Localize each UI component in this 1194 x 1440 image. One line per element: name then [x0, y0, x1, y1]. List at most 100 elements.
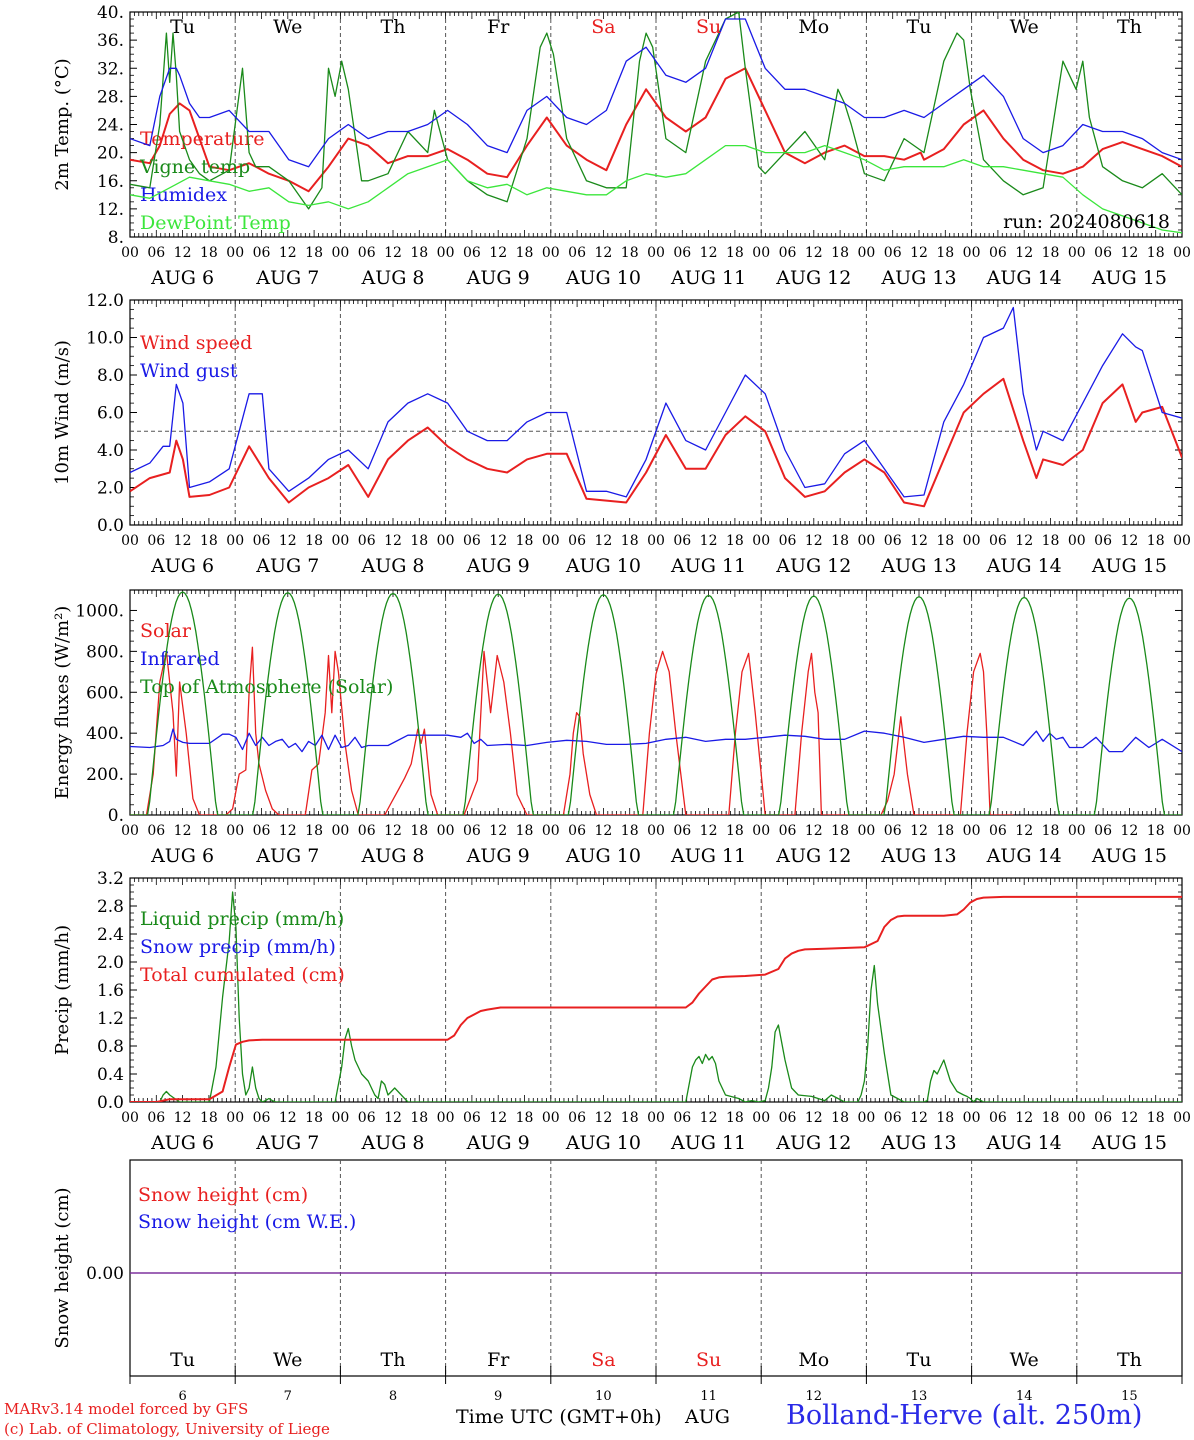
day-name: We	[1010, 16, 1039, 38]
x-hour-label: 18	[621, 533, 639, 549]
y-tick-label: 8.	[108, 228, 124, 248]
x-hour-label: 00	[121, 533, 139, 549]
x-hour-label: 06	[253, 823, 271, 839]
day-name: Sa	[591, 1349, 615, 1371]
x-hour-label: 00	[437, 245, 455, 261]
series-line-wind-gust	[130, 306, 1182, 498]
x-hour-label: 18	[1147, 245, 1165, 261]
y-tick-label: 0.0	[97, 516, 124, 536]
x-date-label: AUG 11	[670, 845, 746, 867]
x-hour-label: 06	[463, 533, 481, 549]
day-number: 12	[806, 1389, 823, 1404]
x-hour-label: 18	[621, 823, 639, 839]
x-date-label: AUG 12	[775, 1132, 851, 1154]
x-hour-label: 06	[358, 1110, 376, 1126]
x-hour-label: 18	[936, 245, 954, 261]
x-hour-label: 18	[200, 1110, 218, 1126]
x-hour-label: 06	[779, 533, 797, 549]
x-hour-label: 12	[805, 245, 823, 261]
panel-2: 0.0 2.0 4.0 6.0 8.0 10.0 12.0 10m Wind (m/s) 00 0…	[52, 291, 1191, 577]
month-label: AUG	[685, 1406, 730, 1428]
day-name: We	[273, 1349, 302, 1371]
x-date-label: AUG 12	[775, 555, 851, 577]
x-hour-label: 00	[857, 245, 875, 261]
x-hour-label: 18	[516, 245, 534, 261]
x-hour-label: 18	[410, 823, 428, 839]
x-hour-label: 00	[226, 823, 244, 839]
x-hour-label: 00	[542, 245, 560, 261]
x-hour-label: 18	[305, 533, 323, 549]
x-date-label: AUG 11	[670, 1132, 746, 1154]
x-hour-label: 06	[463, 245, 481, 261]
day-name: Th	[1117, 16, 1142, 38]
legend-solar: Solar	[140, 620, 192, 642]
x-hour-label: 12	[1120, 245, 1138, 261]
series-line-liquid-precip-mm-h-	[130, 891, 1182, 1102]
x-hour-label: 06	[358, 245, 376, 261]
x-hour-label: 18	[726, 1110, 744, 1126]
x-hour-label: 12	[910, 245, 928, 261]
x-hour-label: 18	[1147, 1110, 1165, 1126]
day-name: Su	[696, 1349, 721, 1371]
x-date-label: AUG 15	[1091, 845, 1167, 867]
y-tick-label: 40.	[97, 3, 124, 23]
y-tick-label: 2.0	[97, 479, 124, 499]
y-tick-label: 12.	[97, 200, 124, 220]
day-name: Tu	[907, 1349, 932, 1371]
y-tick-label: 10.0	[86, 329, 124, 349]
footer-model-credit: MARv3.14 model forced by GFS	[4, 1400, 249, 1418]
legend-wind-speed: Wind speed	[140, 332, 252, 354]
x-date-label: AUG 15	[1091, 555, 1167, 577]
x-hour-label: 18	[1147, 823, 1165, 839]
x-date-label: AUG 9	[466, 267, 530, 289]
legend-liquid-precip-mm-h-: Liquid precip (mm/h)	[140, 908, 344, 930]
y-tick-label: 2.4	[97, 925, 124, 945]
x-date-label: AUG 8	[360, 1132, 424, 1154]
panel-4: 0.0 0.4 0.8 1.2 1.6 2.0 2.4 2.8 3.2 Precip (mm/h)…	[52, 869, 1191, 1154]
x-hour-label: 12	[1015, 1110, 1033, 1126]
x-date-label: AUG 10	[565, 845, 641, 867]
x-hour-label: 00	[331, 245, 349, 261]
x-hour-label: 12	[1120, 1110, 1138, 1126]
x-hour-label: 00	[963, 533, 981, 549]
x-hour-label: 18	[410, 533, 428, 549]
x-date-label: AUG 6	[150, 555, 214, 577]
legend-infrared: Infrared	[140, 648, 220, 670]
x-hour-label: 00	[752, 245, 770, 261]
x-date-label: AUG 9	[466, 555, 530, 577]
x-date-label: AUG 10	[565, 267, 641, 289]
x-hour-label: 18	[410, 1110, 428, 1126]
x-hour-label: 12	[910, 823, 928, 839]
legend-vigne-temp: Vigne temp	[139, 156, 250, 178]
y-axis-label: Snow height (cm)	[52, 1187, 73, 1348]
x-date-label: AUG 14	[986, 267, 1062, 289]
x-hour-label: 18	[516, 823, 534, 839]
x-hour-label: 18	[726, 823, 744, 839]
x-hour-label: 06	[147, 245, 165, 261]
x-hour-label: 18	[1042, 533, 1060, 549]
x-date-label: AUG 12	[775, 845, 851, 867]
x-hour-label: 12	[594, 245, 612, 261]
x-hour-label: 12	[805, 1110, 823, 1126]
x-hour-label: 00	[963, 245, 981, 261]
x-date-label: AUG 13	[880, 1132, 956, 1154]
x-date-label: AUG 6	[150, 267, 214, 289]
x-hour-label: 00	[752, 823, 770, 839]
x-hour-label: 18	[516, 533, 534, 549]
x-date-label: AUG 13	[880, 845, 956, 867]
day-number: 14	[1016, 1389, 1033, 1404]
x-hour-label: 12	[279, 1110, 297, 1126]
day-number: 13	[911, 1389, 928, 1404]
x-hour-label: 06	[673, 823, 691, 839]
day-name: Th	[381, 16, 406, 38]
x-hour-label: 12	[1015, 533, 1033, 549]
x-hour-label: 18	[621, 245, 639, 261]
x-hour-label: 06	[568, 533, 586, 549]
x-hour-label: 18	[831, 823, 849, 839]
day-number: 10	[595, 1389, 612, 1404]
series-line-dewpoint-temp	[130, 144, 1182, 234]
x-hour-label: 18	[200, 245, 218, 261]
x-hour-label: 06	[568, 245, 586, 261]
day-name: Fr	[487, 16, 510, 38]
day-number: 15	[1121, 1389, 1138, 1404]
